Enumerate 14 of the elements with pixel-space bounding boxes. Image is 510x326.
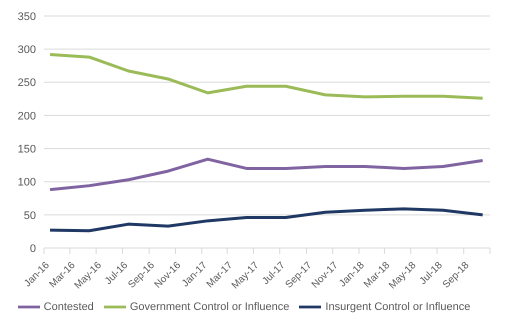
y-tick-label: 300 (18, 44, 36, 56)
y-tick-label: 250 (18, 77, 36, 90)
line-series (48, 158, 484, 192)
legend-label: Insurgent Control or Influence (325, 300, 470, 313)
y-tick-label: 0 (30, 242, 36, 255)
y-tick-label: 100 (18, 176, 36, 189)
y-tick-label: 200 (18, 110, 36, 122)
legend-label: Contested (44, 300, 94, 313)
y-tick-label: 350 (18, 10, 36, 23)
line-series (48, 207, 484, 232)
legend-label: Government Control or Influence (130, 300, 290, 313)
y-tick-label: 50 (24, 210, 36, 222)
y-tick-label: 150 (18, 143, 36, 156)
line-series (48, 52, 484, 100)
